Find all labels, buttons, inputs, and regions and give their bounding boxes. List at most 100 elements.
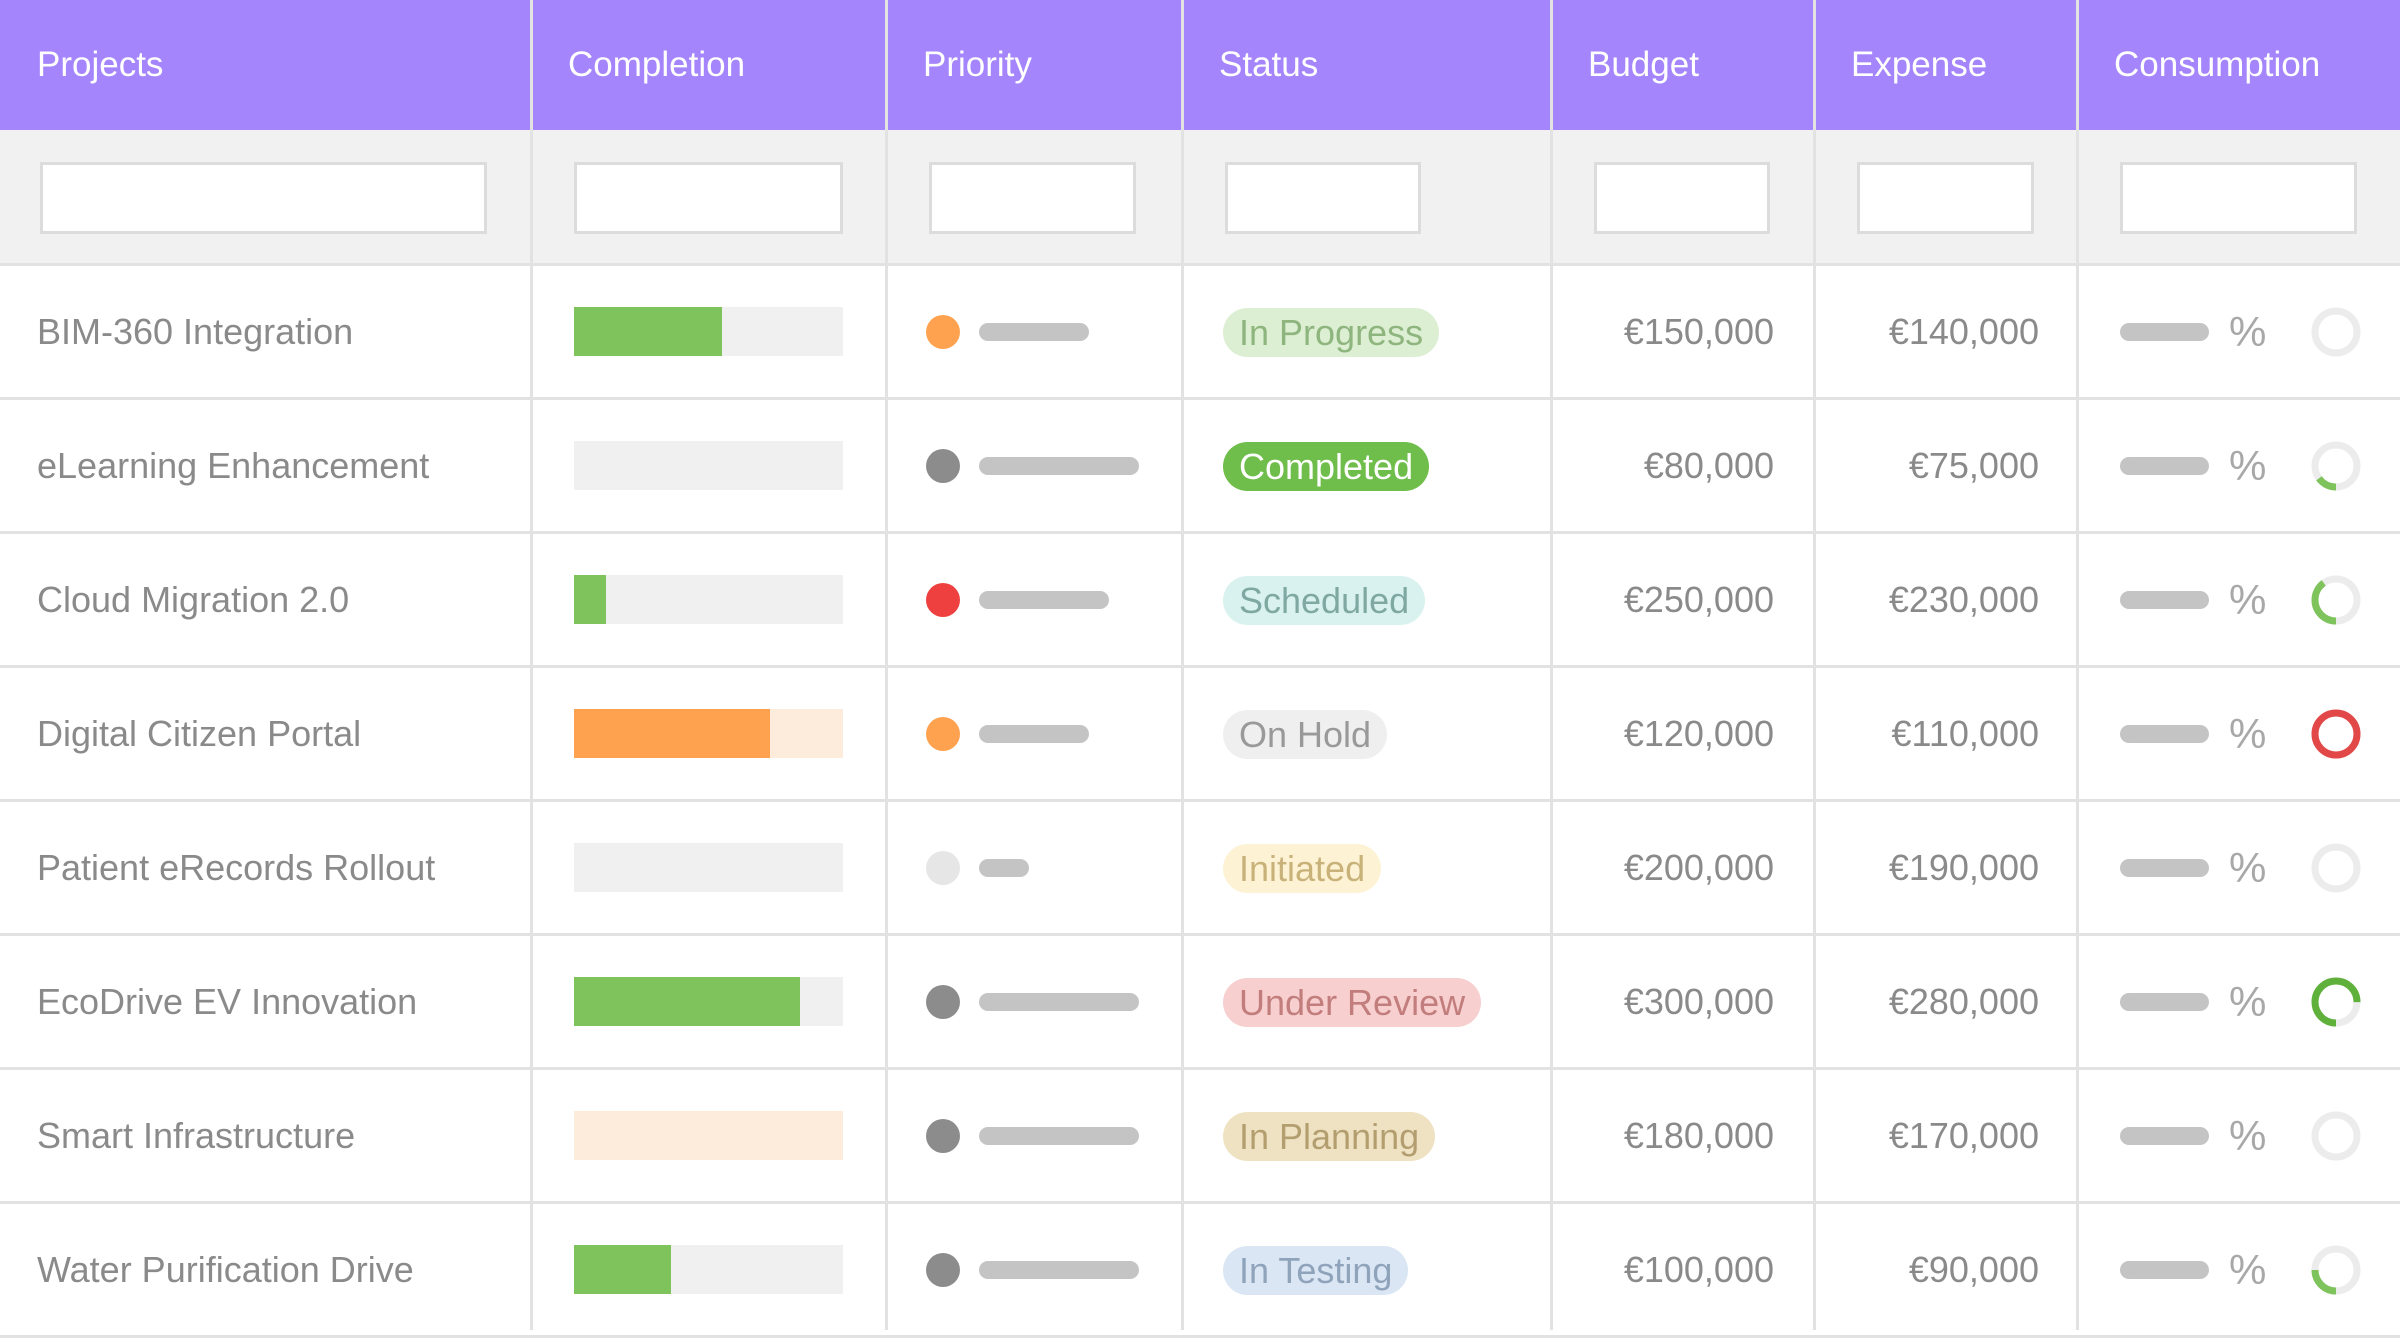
completion-track xyxy=(574,977,843,1026)
status-pill: In Testing xyxy=(1223,1245,1409,1295)
cell: % xyxy=(2077,667,2400,801)
cell xyxy=(531,667,886,801)
consumption-placeholder xyxy=(2120,1261,2209,1279)
priority-dot xyxy=(926,851,960,885)
filter-input[interactable] xyxy=(1594,162,1770,234)
cell: Under Review xyxy=(1182,935,1551,1069)
budget: €300,000 xyxy=(1623,981,1774,1022)
column-header: Status xyxy=(1182,0,1551,130)
filter-input[interactable] xyxy=(574,162,843,234)
cell: BIM-360 Integration xyxy=(0,265,531,399)
cell: €100,000 xyxy=(1551,1203,1814,1337)
cell xyxy=(886,533,1182,667)
cell xyxy=(886,1203,1182,1337)
priority-placeholder xyxy=(979,1127,1139,1145)
column-header: Consumption xyxy=(2077,0,2400,130)
donut-track xyxy=(2311,307,2361,357)
cell xyxy=(886,399,1182,533)
consumption-unit: % xyxy=(2229,844,2267,891)
consumption-unit: % xyxy=(2229,1112,2267,1159)
completion-bar xyxy=(574,977,800,1026)
cell xyxy=(886,801,1182,935)
expense: €170,000 xyxy=(1888,1115,2039,1156)
cell: Initiated xyxy=(1182,801,1551,935)
donut-arc xyxy=(2311,709,2361,759)
budget: €80,000 xyxy=(1643,445,1774,486)
row-divider xyxy=(0,531,2400,534)
completion-track xyxy=(574,307,843,356)
cell: €280,000 xyxy=(1814,935,2077,1069)
cell: In Planning xyxy=(1182,1069,1551,1203)
consumption-donut xyxy=(2311,307,2361,357)
priority-placeholder xyxy=(979,725,1089,743)
completion-track xyxy=(574,575,843,624)
consumption-donut xyxy=(2311,575,2361,625)
filter-input[interactable] xyxy=(40,162,487,234)
priority-placeholder xyxy=(979,457,1139,475)
cell xyxy=(886,667,1182,801)
cell: % xyxy=(2077,399,2400,533)
cell xyxy=(531,1069,886,1203)
donut-arc xyxy=(2311,575,2361,625)
cell: Digital Citizen Portal xyxy=(0,667,531,801)
cell: €230,000 xyxy=(1814,533,2077,667)
priority-placeholder xyxy=(979,591,1109,609)
filter-input[interactable] xyxy=(2120,162,2357,234)
filter-cell xyxy=(1814,130,2077,265)
row-divider xyxy=(0,1067,2400,1070)
cell: €90,000 xyxy=(1814,1203,2077,1337)
cell: Water Purification Drive xyxy=(0,1203,531,1337)
cell: EcoDrive EV Innovation xyxy=(0,935,531,1069)
cell: eLearning Enhancement xyxy=(0,399,531,533)
budget: €180,000 xyxy=(1623,1115,1774,1156)
cell: In Testing xyxy=(1182,1203,1551,1337)
project-name: Water Purification Drive xyxy=(37,1249,414,1290)
cell: Cloud Migration 2.0 xyxy=(0,533,531,667)
completion-track xyxy=(574,843,843,892)
donut-track xyxy=(2311,843,2361,893)
cell: Smart Infrastructure xyxy=(0,1069,531,1203)
expense: €190,000 xyxy=(1888,847,2039,888)
cell: €200,000 xyxy=(1551,801,1814,935)
cell: €170,000 xyxy=(1814,1069,2077,1203)
donut-arc xyxy=(2311,441,2361,491)
expense: €90,000 xyxy=(1908,1249,2039,1290)
project-name: EcoDrive EV Innovation xyxy=(37,981,418,1022)
consumption-unit: % xyxy=(2229,1246,2267,1293)
cell: % xyxy=(2077,533,2400,667)
cell: €140,000 xyxy=(1814,265,2077,399)
cell: €300,000 xyxy=(1551,935,1814,1069)
priority-placeholder xyxy=(979,323,1089,341)
consumption-placeholder xyxy=(2120,993,2209,1011)
consumption-unit: % xyxy=(2229,442,2267,489)
project-name: BIM-360 Integration xyxy=(37,311,354,352)
cell: €80,000 xyxy=(1551,399,1814,533)
completion-bar xyxy=(574,575,607,624)
column-header: Projects xyxy=(0,0,531,130)
cell xyxy=(531,935,886,1069)
filter-input[interactable] xyxy=(1225,162,1421,234)
completion-track xyxy=(574,1245,843,1294)
row-divider xyxy=(0,263,2400,266)
row-divider xyxy=(0,397,2400,400)
completion-bar xyxy=(574,307,722,356)
filter-input[interactable] xyxy=(1857,162,2034,234)
filter-cell xyxy=(0,130,531,265)
filter-input[interactable] xyxy=(929,162,1136,234)
status-pill: On Hold xyxy=(1223,709,1388,759)
row-divider xyxy=(0,1201,2400,1204)
consumption-donut xyxy=(2311,1111,2361,1161)
status-pill: Initiated xyxy=(1223,843,1382,893)
priority-dot xyxy=(926,985,960,1019)
cell xyxy=(886,935,1182,1069)
cell: €110,000 xyxy=(1814,667,2077,801)
consumption-placeholder xyxy=(2120,323,2209,341)
cell: % xyxy=(2077,801,2400,935)
consumption-donut xyxy=(2311,441,2361,491)
cell xyxy=(886,265,1182,399)
cell xyxy=(531,801,886,935)
priority-placeholder xyxy=(979,993,1139,1011)
cell: % xyxy=(2077,1203,2400,1337)
cell: €75,000 xyxy=(1814,399,2077,533)
